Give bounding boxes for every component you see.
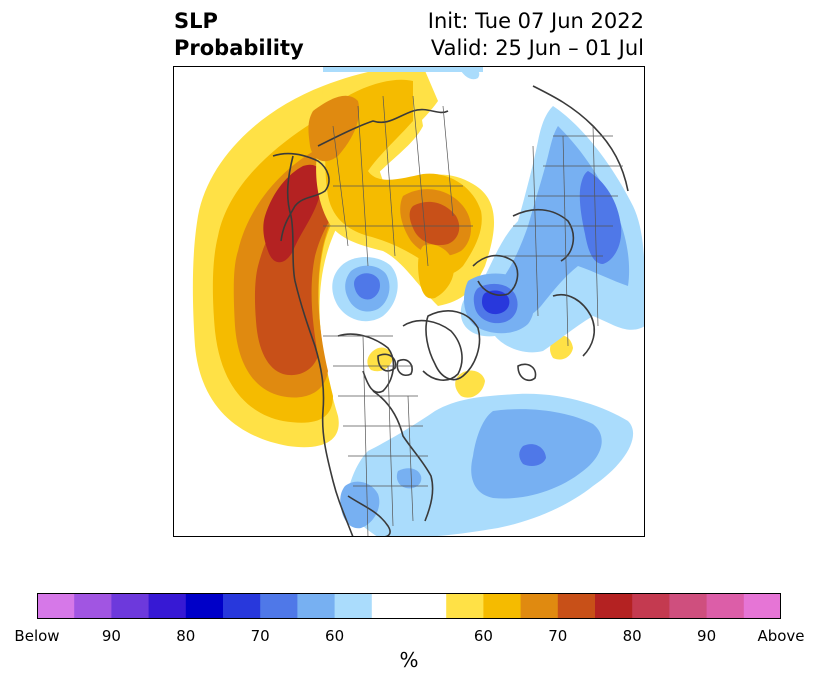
colorbar-segment xyxy=(148,593,187,619)
coastlines xyxy=(272,85,629,537)
title-slp: SLP xyxy=(174,9,218,33)
init-date: Init: Tue 07 Jun 2022 xyxy=(427,9,644,33)
colorbar-border xyxy=(37,593,781,619)
map-border xyxy=(173,66,645,537)
colorbar-segment xyxy=(706,593,745,619)
political-borders xyxy=(323,95,623,537)
colorbar-segment xyxy=(483,593,522,619)
colorbar-segment xyxy=(74,593,112,619)
below-normal-eurasia-region xyxy=(323,66,645,353)
colorbar-tick-label: 70 xyxy=(548,627,568,645)
above-normal-patch-greenland xyxy=(367,347,393,372)
colorbar-segment xyxy=(446,593,484,619)
colorbar-segment xyxy=(595,593,633,619)
colorbar xyxy=(37,593,781,619)
colorbar-segment xyxy=(520,593,559,619)
title-right: Init: Tue 07 Jun 2022 Valid: 25 Jun – 01… xyxy=(428,8,644,62)
colorbar-segment xyxy=(557,593,596,619)
title-probability: Probability xyxy=(174,36,304,60)
colorbar-unit-label: % xyxy=(399,648,419,672)
colorbar-segment xyxy=(371,593,410,619)
colorbar-tick-label: 80 xyxy=(176,627,196,645)
colorbar-tick-label: 80 xyxy=(622,627,642,645)
map-edge-gap xyxy=(173,281,180,316)
colorbar-segment xyxy=(334,593,373,619)
colorbar-segment xyxy=(743,593,781,619)
colorbar-tick-label: 60 xyxy=(325,627,345,645)
colorbar-segment xyxy=(185,593,224,619)
title-left: SLP Probability xyxy=(174,8,304,62)
colorbar-segment xyxy=(260,593,298,619)
colorbar-segment xyxy=(632,593,670,619)
colorbar-segment xyxy=(111,593,150,619)
colorbar-segment xyxy=(409,593,447,619)
colorbar-tick-label: Above xyxy=(757,627,805,645)
colorbar-segment xyxy=(37,593,75,619)
colorbar-tick-label: 70 xyxy=(250,627,270,645)
below-normal-arctic-low xyxy=(332,257,398,322)
colorbar-segment xyxy=(223,593,261,619)
colorbar-segment xyxy=(297,593,336,619)
below-normal-atlantic-region xyxy=(340,393,634,537)
colorbar-tick-label: 90 xyxy=(697,627,717,645)
valid-period: Valid: 25 Jun – 01 Jul xyxy=(430,36,644,60)
slp-probability-map xyxy=(173,66,645,537)
colorbar-segment xyxy=(669,593,708,619)
colorbar-tick-label: Below xyxy=(14,627,60,645)
colorbar-tick-label: 60 xyxy=(473,627,493,645)
above-normal-patch-atlantic xyxy=(455,370,485,398)
colorbar-tick-label: 90 xyxy=(101,627,121,645)
